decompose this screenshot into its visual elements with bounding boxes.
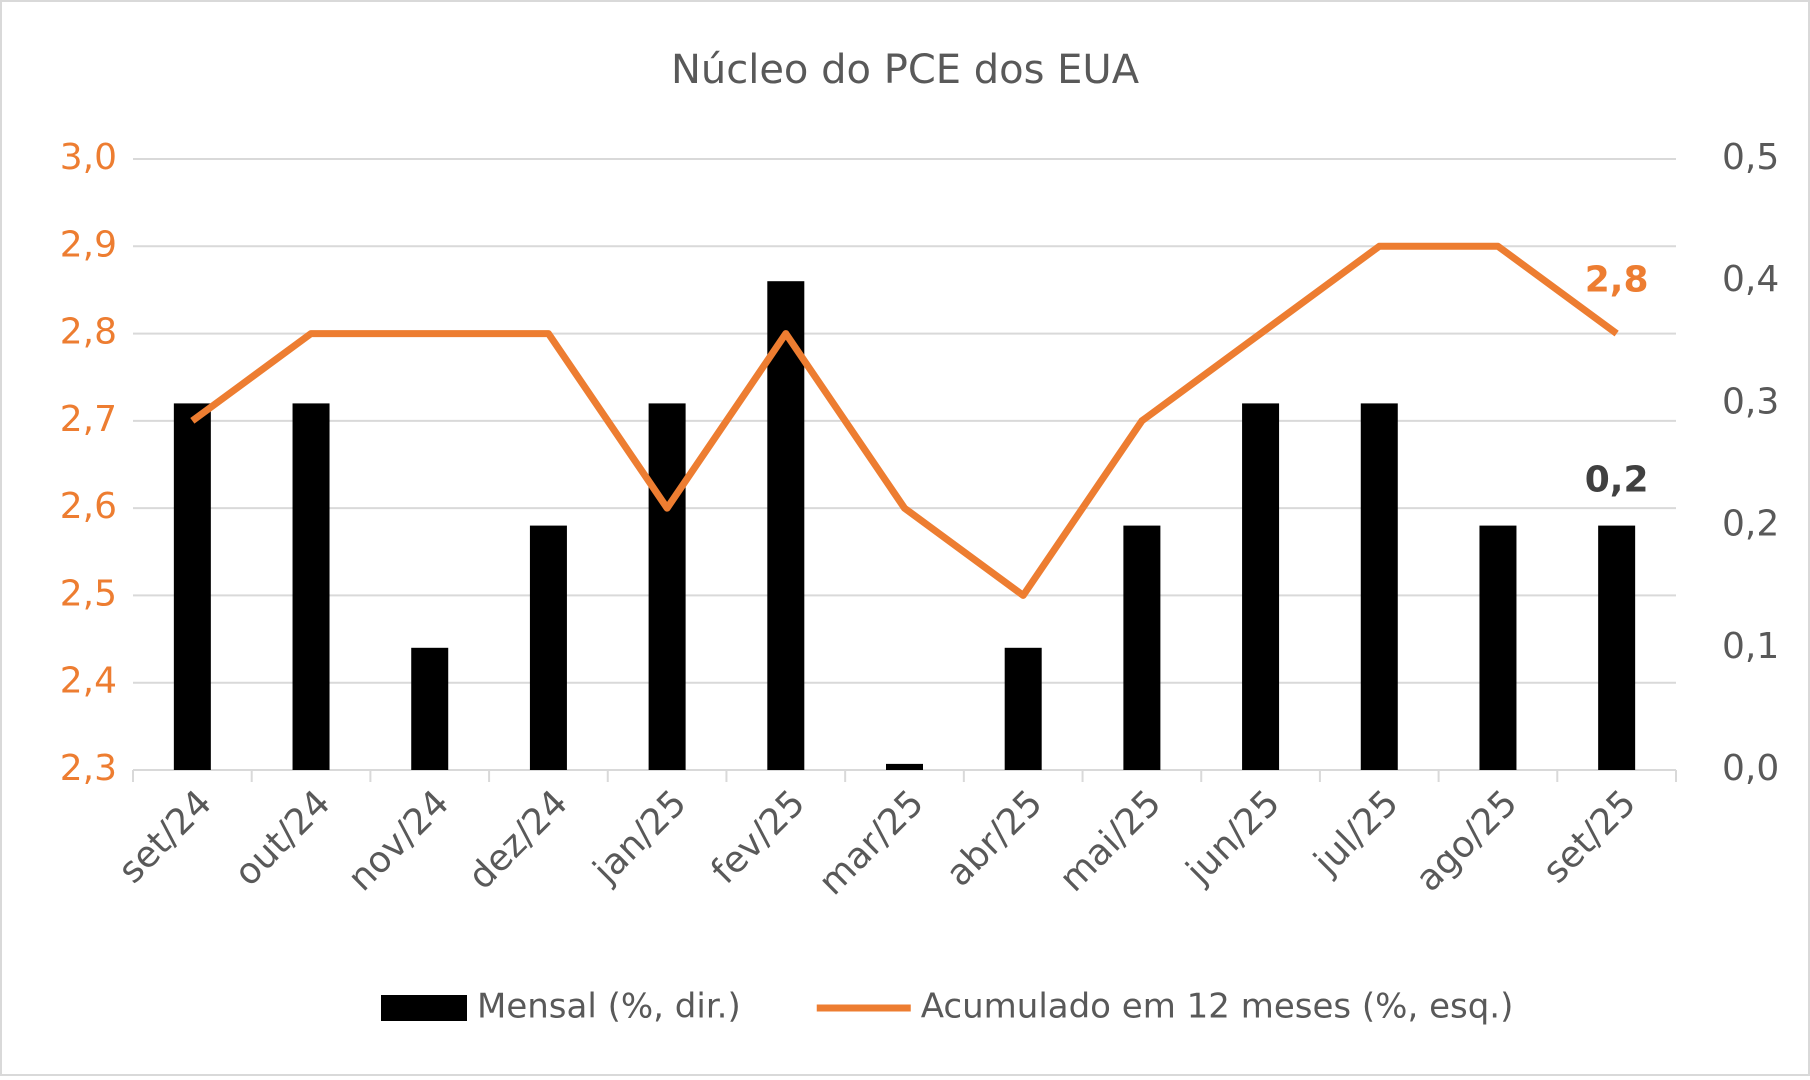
bar xyxy=(648,403,686,770)
legend-swatch xyxy=(381,995,467,1021)
legend-label: Mensal (%, dir.) xyxy=(477,987,741,1027)
y2-tick-label: 0,2 xyxy=(1722,504,1779,545)
y2-tick-label: 0,0 xyxy=(1722,748,1779,789)
y-tick-label: 2,4 xyxy=(60,661,117,702)
bar xyxy=(886,763,923,770)
chart-title: Núcleo do PCE dos EUA xyxy=(671,47,1140,93)
bar xyxy=(1004,647,1042,770)
y-tick-label: 2,5 xyxy=(60,573,117,614)
y-tick-label: 2,7 xyxy=(60,399,117,440)
bar xyxy=(767,281,805,770)
bar xyxy=(1242,403,1280,770)
y-tick-label: 3,0 xyxy=(60,137,117,178)
data-label: 2,8 xyxy=(1585,260,1649,301)
bar xyxy=(1360,403,1398,770)
y-tick-label: 2,3 xyxy=(60,748,117,789)
y-tick-label: 2,6 xyxy=(60,486,117,527)
y2-tick-label: 0,3 xyxy=(1722,381,1779,422)
line xyxy=(190,242,1619,599)
y2-tick-label: 0,5 xyxy=(1722,137,1779,178)
legend-label: Acumulado em 12 meses (%, esq.) xyxy=(921,987,1514,1027)
bar xyxy=(173,403,211,770)
y2-tick-label: 0,1 xyxy=(1722,626,1779,667)
y-tick-label: 2,9 xyxy=(60,224,117,265)
bar xyxy=(292,403,330,770)
data-label: 0,2 xyxy=(1585,460,1649,501)
bar xyxy=(529,525,567,770)
bar xyxy=(1479,525,1517,770)
bar xyxy=(411,647,449,770)
bar xyxy=(1123,525,1161,770)
bar xyxy=(1598,525,1636,770)
y2-tick-label: 0,4 xyxy=(1722,259,1779,300)
y-tick-label: 2,8 xyxy=(60,312,117,353)
